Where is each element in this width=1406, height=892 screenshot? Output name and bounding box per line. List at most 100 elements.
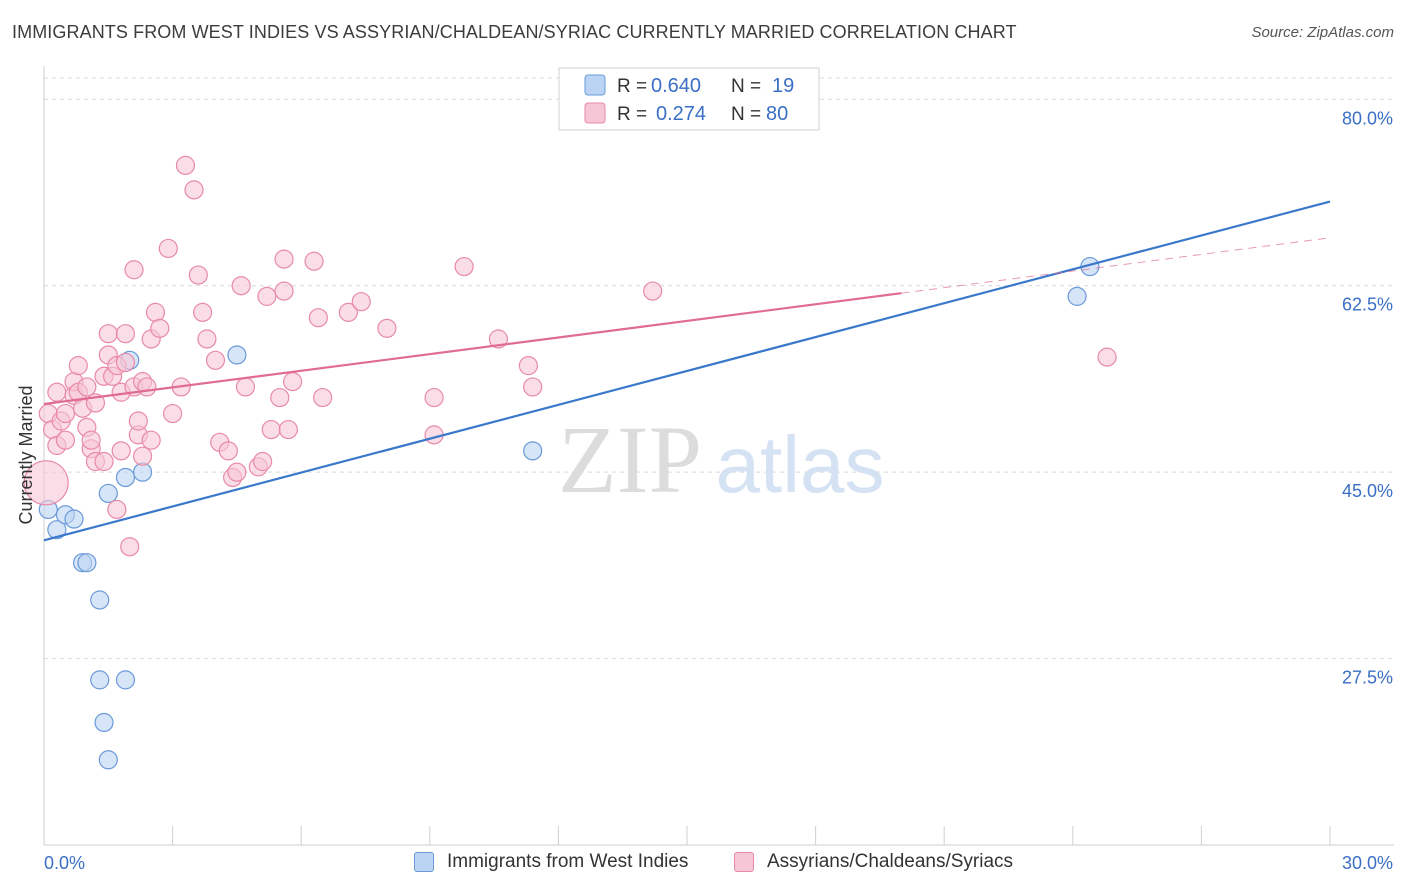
point-assyrian-45 — [184, 180, 204, 200]
point-assyrian-78 — [1097, 347, 1117, 367]
legend-label-west-indies: Immigrants from West Indies — [447, 851, 689, 872]
point-assyrian-73 — [454, 256, 474, 277]
trendline-west-indies — [43, 200, 1331, 542]
legend-swatch-pink — [584, 102, 606, 124]
point-assyrian-44 — [175, 155, 196, 175]
point-assyrian-46 — [188, 265, 208, 285]
point-assyrian-68 — [338, 302, 358, 322]
trendline-assyrian — [43, 292, 902, 406]
point-assyrian-76 — [523, 377, 543, 397]
trend-layer — [43, 200, 1331, 542]
point-assyrian-35 — [132, 446, 153, 466]
point-assyrian-60 — [270, 387, 290, 408]
point-assyrian-69 — [351, 292, 371, 312]
point-assyrian-30 — [124, 260, 144, 280]
point-west-indies-12 — [115, 467, 136, 488]
point-west-indies-7 — [90, 590, 110, 610]
trendline-extension-assyrian — [901, 237, 1331, 294]
legend-n-value-1: 19 — [772, 75, 794, 97]
point-assyrian-23 — [107, 499, 127, 520]
point-assyrian-2 — [47, 382, 67, 402]
point-assyrian-58 — [257, 286, 277, 306]
point-west-indies-17 — [1067, 286, 1087, 306]
chart-title: IMMIGRANTS FROM WEST INDIES VS ASSYRIAN/… — [12, 22, 1017, 42]
point-west-indies-6 — [98, 483, 118, 504]
y-tick-label-2: 62.5% — [1342, 295, 1393, 315]
point-assyrian-39 — [145, 302, 166, 322]
y-tick-label-0: 27.5% — [1342, 668, 1393, 688]
point-west-indies-10 — [98, 750, 118, 770]
point-west-indies-5 — [77, 553, 97, 573]
x-tick-label-1: 30.0% — [1342, 853, 1393, 873]
point-assyrian-15 — [81, 430, 101, 450]
point-assyrian-6 — [55, 403, 76, 424]
legend-r-value-2: 0.274 — [656, 103, 706, 125]
y-tick-label-3: 80.0% — [1342, 108, 1393, 128]
point-assyrian-51 — [218, 441, 238, 461]
legend-r-value-1: 0.640 — [651, 75, 701, 97]
legend-r-label-2: R = — [617, 104, 647, 125]
watermark: ZIP atlas — [558, 406, 884, 513]
point-west-indies-1 — [47, 520, 67, 540]
point-assyrian-25 — [111, 441, 131, 461]
point-assyrian-57 — [253, 451, 273, 472]
point-west-indies-16 — [523, 441, 543, 461]
legend-swatch-west-indies — [414, 852, 434, 872]
grid-layer — [44, 77, 1394, 660]
point-assyrian-64 — [283, 372, 303, 392]
points-layer — [23, 155, 1117, 770]
point-west-indies-9 — [94, 712, 114, 733]
legend-item-west-indies: Immigrants from West Indies — [414, 851, 688, 873]
point-assyrian-40 — [150, 318, 170, 338]
legend-top: R = 0.640 N = 19 R = 0.274 N = 80 — [558, 67, 820, 131]
point-assyrian-71 — [424, 387, 444, 408]
point-assyrian-54 — [231, 276, 251, 296]
point-assyrian-48 — [197, 329, 217, 349]
chart-source: Source: ZipAtlas.com — [1251, 24, 1394, 41]
legend-n-label-1: N = — [731, 76, 761, 97]
point-assyrian-29 — [120, 537, 140, 557]
y-tick-label-1: 45.0% — [1342, 481, 1393, 501]
x-tick-label-0: 0.0% — [44, 853, 85, 873]
legend-r-label-1: R = — [617, 76, 647, 97]
point-assyrian-61 — [274, 281, 294, 301]
point-assyrian-27 — [115, 352, 136, 373]
point-assyrian-49 — [205, 350, 226, 370]
point-assyrian-63 — [278, 419, 298, 440]
point-assyrian-10 — [68, 356, 88, 376]
point-assyrian-77 — [643, 281, 663, 301]
watermark-zip: ZIP — [558, 406, 702, 513]
point-assyrian-47 — [193, 302, 213, 322]
watermark-atlas: atlas — [716, 420, 885, 509]
point-assyrian-33 — [128, 411, 148, 431]
point-assyrian-20 — [98, 324, 118, 344]
point-assyrian-70 — [377, 318, 397, 338]
point-assyrian-62 — [274, 249, 294, 269]
point-assyrian-41 — [158, 238, 178, 259]
legend-swatch-blue — [584, 74, 606, 96]
point-assyrian-19 — [94, 451, 114, 472]
point-assyrian-28 — [115, 324, 136, 344]
axes-layer — [43, 66, 1394, 846]
point-assyrian-55 — [235, 377, 256, 397]
legend-item-assyrians: Assyrians/Chaldeans/Syriacs — [734, 851, 1013, 873]
point-west-indies-13 — [132, 462, 153, 482]
point-assyrian-53 — [227, 462, 247, 482]
point-assyrian-37 — [141, 430, 161, 450]
y-axis-label: Currently Married — [16, 385, 36, 524]
point-assyrian-13 — [77, 377, 97, 397]
legend-bottom: Immigrants from West Indies Assyrians/Ch… — [0, 851, 1406, 879]
point-assyrian-36 — [137, 377, 157, 397]
legend-swatch-assyrians — [734, 852, 754, 872]
tick-labels: 27.5% 45.0% 62.5% 80.0% 0.0% 30.0% — [44, 108, 1393, 873]
point-west-indies-11 — [115, 670, 136, 690]
point-assyrian-67 — [313, 387, 333, 408]
point-west-indies-3 — [64, 509, 84, 529]
point-west-indies-8 — [90, 670, 110, 690]
legend-n-value-2: 80 — [766, 103, 788, 125]
point-assyrian-66 — [308, 308, 328, 328]
point-assyrian-74 — [488, 329, 508, 349]
point-assyrian-5 — [55, 430, 76, 450]
legend-n-label-2: N = — [731, 104, 761, 125]
